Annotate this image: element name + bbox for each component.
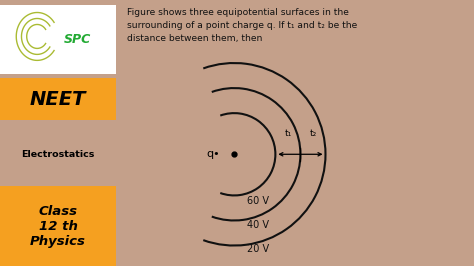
Text: 60 V: 60 V [247,196,269,206]
Bar [0,78,116,120]
Text: SPC: SPC [64,34,91,46]
Text: 40 V: 40 V [247,220,269,230]
Text: t₁: t₁ [284,129,292,138]
Bar [0,186,116,266]
Text: NEET: NEET [30,90,86,109]
Text: Figure shows three equipotential surfaces in the
surrounding of a point charge q: Figure shows three equipotential surface… [127,8,357,43]
Text: t₂: t₂ [310,129,317,138]
Text: Class
12 th
Physics: Class 12 th Physics [30,205,86,248]
Text: Electrostatics: Electrostatics [21,150,95,159]
Bar [0,5,116,74]
Text: q•: q• [206,149,220,159]
Text: 20 V: 20 V [247,244,269,254]
